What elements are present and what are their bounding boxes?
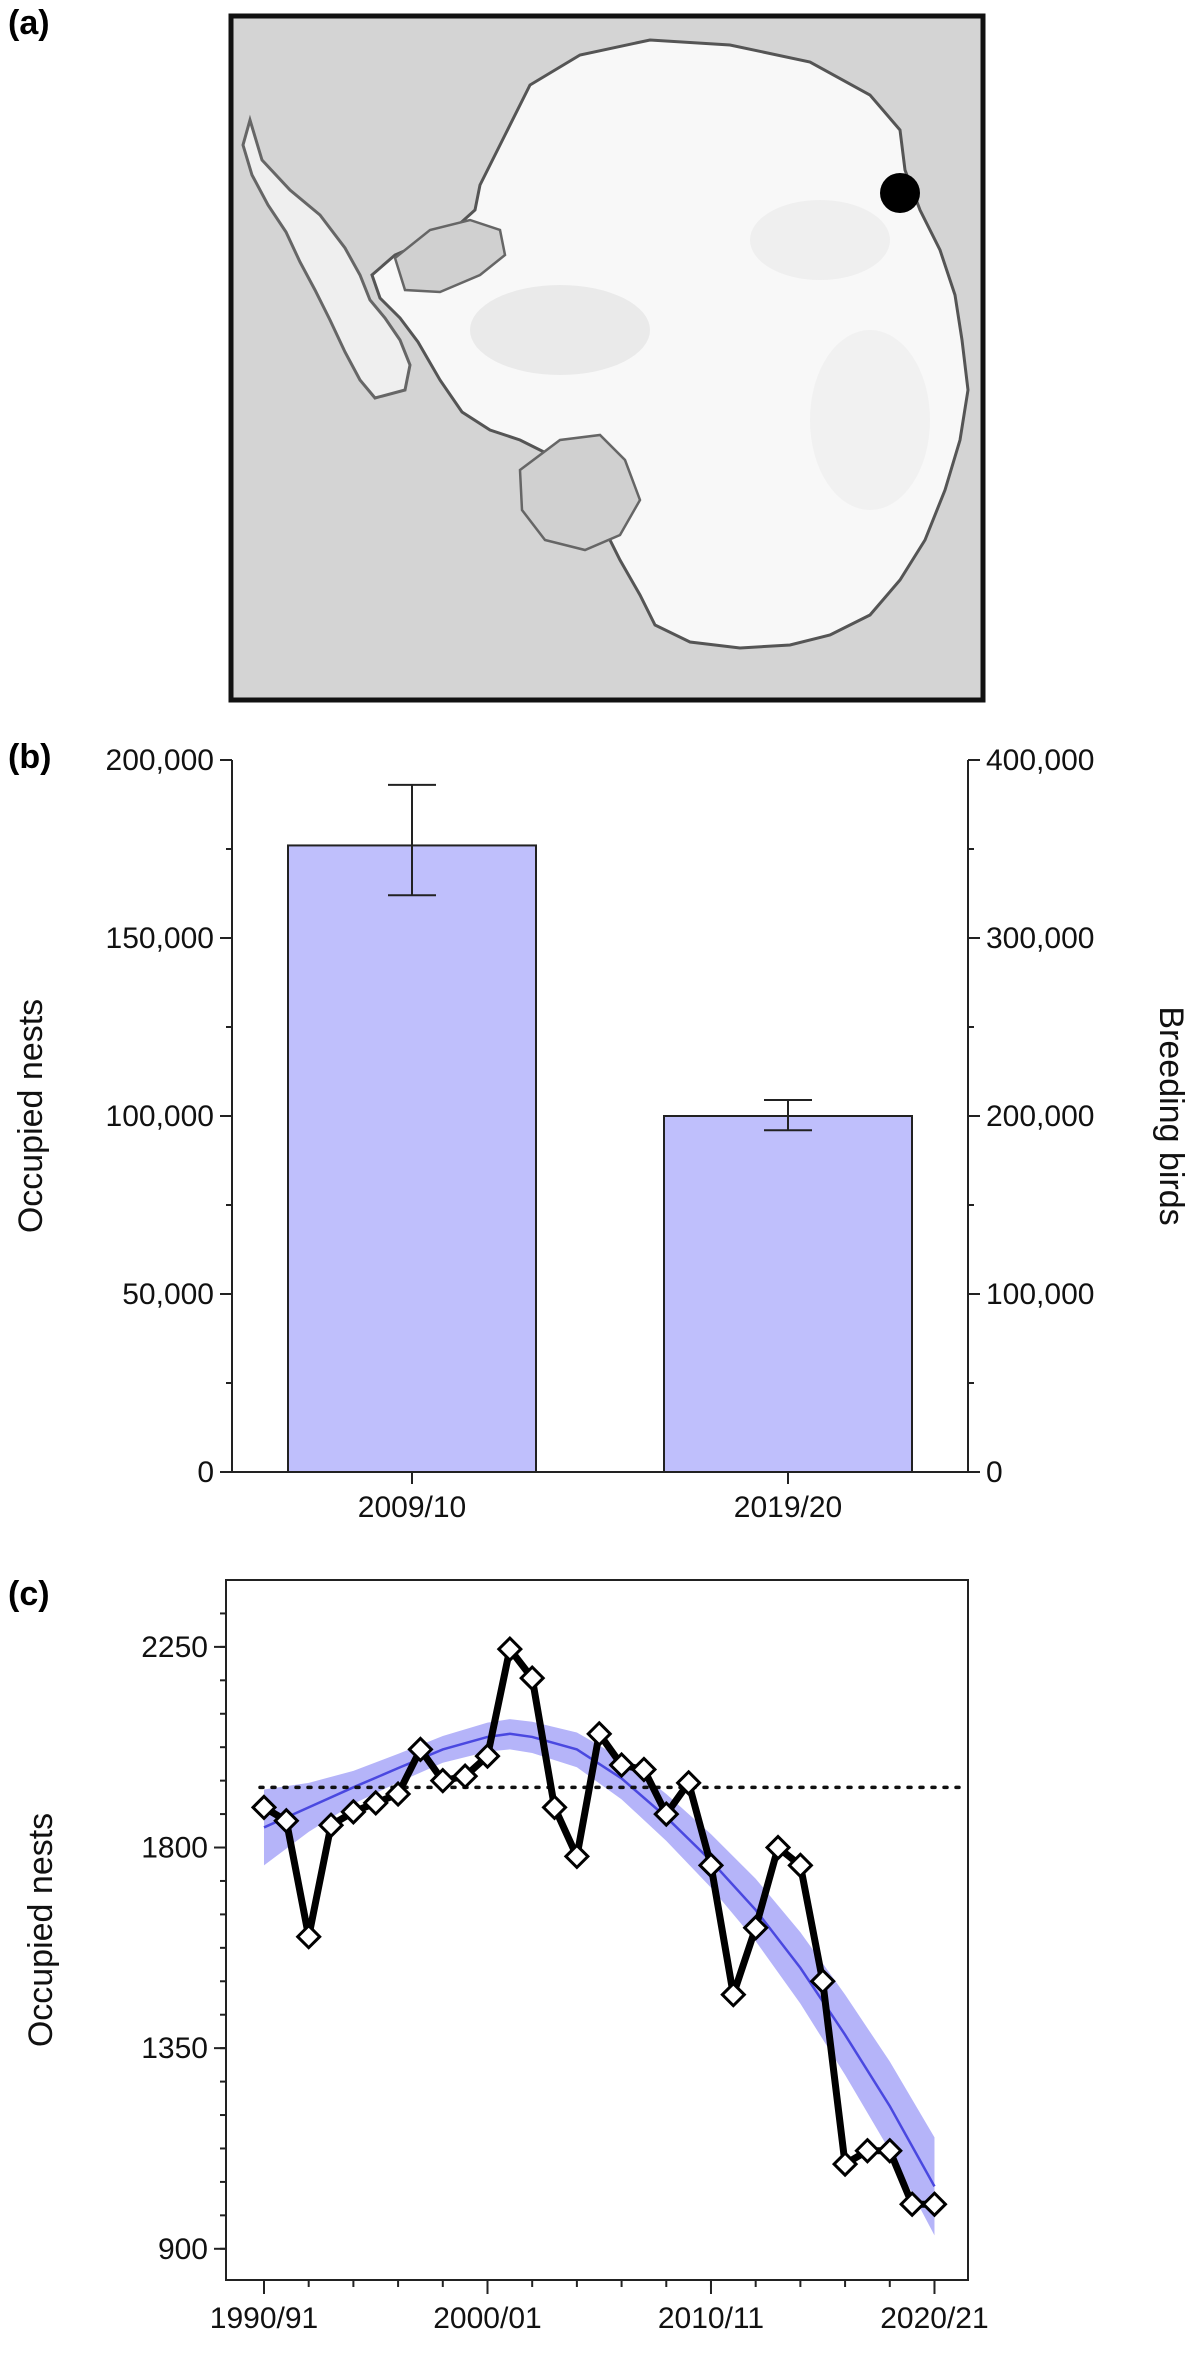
x-tick-label: 2020/21 bbox=[880, 2302, 988, 2335]
data-point-marker bbox=[317, 1812, 345, 1839]
ice-sheet-shading bbox=[750, 200, 890, 280]
y-tick-label: 900 bbox=[158, 2233, 208, 2266]
data-point-marker bbox=[787, 1852, 814, 1879]
data-point-marker bbox=[720, 1981, 747, 2008]
data-point-marker bbox=[384, 1780, 412, 1808]
fitted-trend-line bbox=[263, 1732, 936, 2187]
data-point-marker bbox=[519, 1664, 546, 1692]
x-tick-label: 2009/10 bbox=[358, 1491, 466, 1524]
panel-a-label: (a) bbox=[8, 4, 50, 42]
y-axis-title: Occupied nests bbox=[22, 1813, 60, 2047]
y-tick-label: 2250 bbox=[141, 1631, 208, 1664]
data-point-marker bbox=[899, 2191, 926, 2218]
data-point-marker bbox=[809, 1968, 836, 1995]
bar bbox=[287, 844, 537, 1473]
ross-ice-shelf bbox=[518, 433, 642, 552]
antarctic-peninsula bbox=[241, 114, 412, 400]
colony-location-marker bbox=[880, 173, 920, 213]
y-tick-label-right: 200,000 bbox=[986, 1100, 1094, 1133]
data-point-marker bbox=[474, 1742, 501, 1770]
data-point-marker bbox=[250, 1794, 278, 1821]
y-tick-label-right: 100,000 bbox=[986, 1278, 1094, 1311]
data-point-marker bbox=[608, 1751, 635, 1779]
bar bbox=[663, 1115, 913, 1473]
data-point-marker bbox=[675, 1769, 702, 1796]
data-point-marker bbox=[742, 1914, 769, 1941]
data-point-marker bbox=[653, 1800, 680, 1828]
y-tick-label-right: 0 bbox=[986, 1456, 1003, 1489]
data-point-marker bbox=[295, 1923, 322, 1950]
y-tick-label-right: 300,000 bbox=[986, 922, 1094, 955]
data-point-marker bbox=[496, 1635, 523, 1663]
y-tick-label-left: 200,000 bbox=[106, 744, 214, 777]
ice-sheet-shading bbox=[810, 330, 930, 510]
data-point-marker bbox=[340, 1798, 367, 1825]
y-tick-label: 1800 bbox=[141, 1832, 208, 1865]
y-tick-label-left: 150,000 bbox=[106, 922, 214, 955]
y-tick-label: 1350 bbox=[141, 2032, 208, 2065]
data-point-marker bbox=[831, 2150, 859, 2178]
x-tick-label: 2000/01 bbox=[433, 2302, 541, 2335]
data-point-marker bbox=[854, 2137, 881, 2164]
y-tick-label-left: 50,000 bbox=[122, 1278, 214, 1311]
plot-frame bbox=[225, 1579, 969, 2281]
x-tick-label: 1990/91 bbox=[210, 2302, 318, 2335]
data-point-marker bbox=[630, 1756, 658, 1783]
data-point-marker bbox=[407, 1736, 434, 1763]
ice-sheet-shading bbox=[470, 285, 650, 375]
antarctic-continent bbox=[370, 38, 970, 650]
data-point-marker bbox=[586, 1720, 613, 1747]
data-point-marker bbox=[563, 1843, 591, 1870]
data-point-marker bbox=[876, 2137, 903, 2164]
data-point-marker bbox=[429, 1767, 456, 1794]
data-point-marker bbox=[273, 1807, 300, 1834]
antarctica-map bbox=[228, 13, 986, 703]
x-tick-label: 2010/11 bbox=[658, 2302, 764, 2335]
y-tick-label-left: 100,000 bbox=[106, 1100, 214, 1133]
data-point-marker bbox=[697, 1852, 725, 1879]
data-point-marker bbox=[362, 1789, 389, 1817]
panel-c-label: (c) bbox=[8, 1575, 50, 1613]
y-tick-label-left: 0 bbox=[197, 1456, 214, 1489]
data-point-marker bbox=[764, 1834, 792, 1861]
data-point-marker bbox=[921, 2191, 948, 2218]
y-tick-label-right: 400,000 bbox=[986, 744, 1094, 777]
confidence-band bbox=[263, 1719, 935, 2236]
x-tick-label: 2019/20 bbox=[734, 1491, 842, 1524]
weddell-ice-shelf bbox=[393, 218, 507, 294]
bar-chart: 0 50,000 100,000 150,000 200,000 0 100,000 200,… bbox=[12, 744, 1190, 1524]
panel-b-label: (b) bbox=[8, 738, 52, 776]
y-axis-title-left: Occupied nests bbox=[12, 999, 50, 1233]
data-point-marker bbox=[541, 1794, 568, 1821]
data-point-marker bbox=[452, 1763, 479, 1790]
line-chart: 900 1350 1800 2250 1990/91 2000/01 2010/11 2020… bbox=[22, 1579, 989, 2335]
y-axis-title-right: Breeding birds bbox=[1152, 1006, 1190, 1225]
